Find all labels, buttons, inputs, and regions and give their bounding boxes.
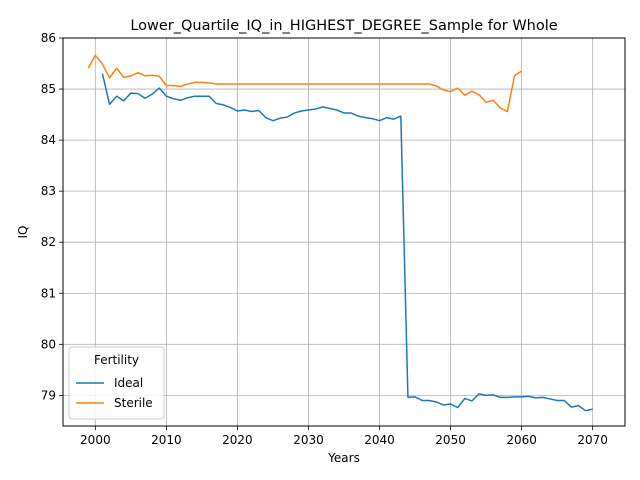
y-tick-label: 79 — [41, 388, 56, 402]
legend: Fertility Ideal Sterile — [68, 346, 165, 420]
series-line-ideal — [101, 73, 593, 412]
y-tick-label: 86 — [41, 31, 56, 45]
x-tick-label: 2050 — [435, 433, 466, 447]
y-axis: 79 80 81 82 83 84 85 86 — [41, 31, 63, 402]
chart-title: Lower_Quartile_IQ_in_HIGHEST_DEGREE_Samp… — [130, 18, 557, 34]
x-tick-label: 2000 — [80, 433, 111, 447]
y-tick-label: 84 — [41, 133, 56, 147]
x-tick-label: 2060 — [506, 433, 537, 447]
x-tick-label: 2040 — [364, 433, 395, 447]
legend-label-ideal: Ideal — [114, 376, 143, 390]
y-tick-label: 83 — [41, 184, 56, 198]
legend-box — [68, 346, 165, 420]
plot-series — [87, 54, 593, 412]
y-tick-label: 82 — [41, 235, 56, 249]
plot-frame — [62, 37, 626, 427]
legend-label-sterile: Sterile — [114, 396, 153, 410]
y-tick-label: 81 — [41, 286, 56, 300]
x-tick-label: 2010 — [151, 433, 182, 447]
x-tick-label: 2070 — [577, 433, 608, 447]
legend-title: Fertility — [94, 353, 139, 367]
y-tick-label: 80 — [41, 337, 56, 351]
y-tick-label: 85 — [41, 82, 56, 96]
x-tick-label: 2020 — [222, 433, 253, 447]
x-tick-label: 2030 — [293, 433, 324, 447]
y-axis-label: IQ — [16, 226, 30, 239]
series-line-sterile — [87, 54, 523, 113]
x-axis: 2000 2010 2020 2030 2040 2050 2060 2070 — [80, 426, 608, 447]
x-axis-label: Years — [327, 451, 360, 465]
